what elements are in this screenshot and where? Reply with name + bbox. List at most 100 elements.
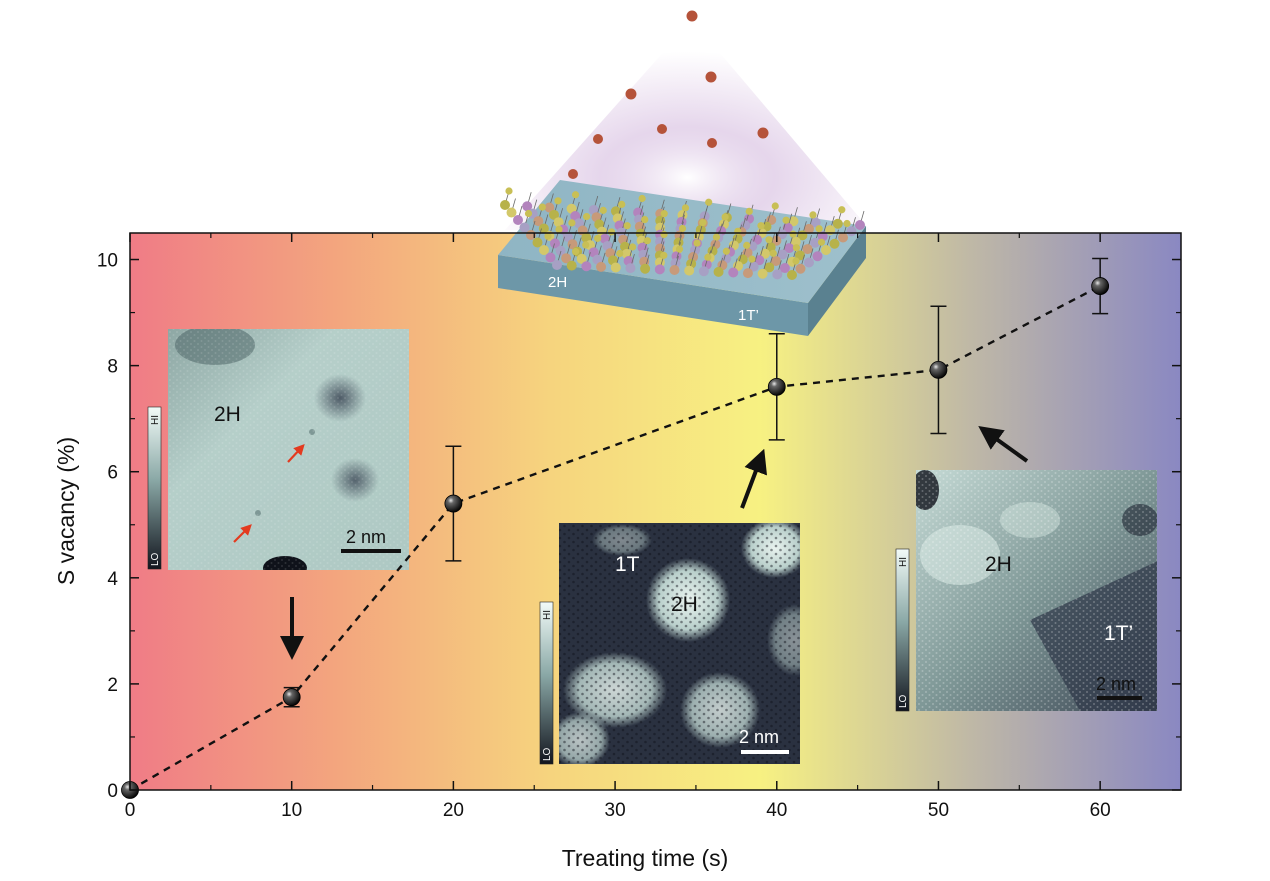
inset-b-scale-bar — [741, 750, 789, 754]
atom — [513, 215, 523, 225]
atom — [640, 263, 651, 274]
stm-inset-2h-1t-prime: 2H 1T’ 2 nm HI LO — [895, 470, 1157, 712]
inset-c-phase-label-1t-prime: 1T’ — [1104, 622, 1133, 645]
atom — [757, 222, 765, 230]
atom — [545, 252, 556, 263]
atom — [722, 247, 730, 255]
atom — [832, 218, 843, 229]
atom — [713, 266, 724, 277]
atom — [675, 245, 684, 253]
atom — [742, 268, 753, 279]
atom — [754, 255, 765, 266]
atom — [699, 219, 707, 227]
inset-c-colorbar-hi: HI — [898, 557, 909, 567]
atom — [804, 223, 814, 234]
sputter-glow — [505, 20, 870, 230]
stm-inset-1t-2h: 1T 2H 2 nm HI LO — [539, 523, 800, 765]
atom — [552, 260, 562, 270]
atom — [757, 268, 768, 279]
atom — [802, 244, 813, 255]
atom — [782, 222, 793, 233]
atom — [555, 225, 563, 233]
atom — [769, 249, 777, 257]
atom — [838, 206, 846, 214]
atom — [625, 263, 636, 274]
inset-c-colorbar-lo: LO — [898, 694, 909, 708]
inset-b-scale-label: 2 nm — [739, 727, 779, 747]
atom — [760, 248, 770, 259]
atom — [533, 216, 544, 227]
atom — [765, 242, 776, 253]
atom — [772, 269, 783, 280]
inset-c-scale-bar — [1097, 696, 1142, 700]
inset-a-colorbar-hi: HI — [150, 415, 161, 425]
atom — [539, 245, 549, 255]
atom — [638, 194, 646, 203]
atom — [623, 222, 631, 230]
atom — [809, 211, 817, 219]
atom — [641, 215, 649, 224]
atom — [583, 212, 591, 221]
atom — [599, 206, 607, 214]
atom — [571, 191, 580, 199]
x-tick-label: 40 — [766, 800, 787, 821]
atom — [567, 239, 578, 250]
substrate-slab-side — [808, 226, 866, 336]
atom — [561, 253, 572, 264]
atom — [765, 236, 773, 244]
atom — [544, 232, 552, 240]
data-layer — [121, 257, 1110, 799]
atom — [681, 204, 690, 212]
series-line — [129, 284, 1101, 792]
atom — [678, 224, 687, 233]
inset-b-phase-label-2h: 2H — [671, 593, 698, 616]
atom — [705, 198, 713, 206]
y-tick-label: 4 — [107, 569, 118, 590]
atom — [795, 263, 806, 274]
atom — [618, 200, 626, 208]
x-tick-label: 20 — [443, 800, 464, 821]
atom — [817, 238, 826, 246]
atom — [660, 210, 668, 218]
atom — [616, 249, 624, 258]
x-tick-label: 30 — [605, 800, 626, 821]
atom — [549, 209, 559, 220]
atom — [500, 200, 510, 210]
data-point — [929, 360, 948, 379]
inset-c-colorbar — [895, 548, 910, 712]
atom — [519, 222, 530, 233]
data-point — [282, 688, 301, 707]
data-point — [444, 494, 463, 513]
inset-b-colorbar — [539, 601, 554, 765]
stm-inset-2h: 2H 2 nm HI LO — [147, 329, 409, 570]
atom-lattice — [500, 187, 865, 280]
sputtered-atoms — [568, 10, 769, 179]
atom — [804, 257, 814, 268]
atom — [538, 223, 549, 234]
pointer-arrow-50s — [978, 426, 1029, 463]
atom — [784, 243, 795, 254]
atom — [568, 219, 576, 227]
atom — [660, 230, 668, 239]
atom — [581, 261, 592, 272]
atom — [554, 197, 562, 205]
inset-a-phase-label: 2H — [214, 403, 241, 426]
atom — [743, 241, 751, 249]
atom — [721, 213, 729, 221]
defect-arrow-1 — [287, 443, 305, 463]
illustration-label-1t-prime: 1T’ — [738, 307, 759, 324]
atom — [846, 226, 857, 237]
atom — [789, 230, 797, 238]
atom — [745, 207, 753, 215]
atom — [855, 220, 865, 230]
defect-arrow-2 — [233, 524, 252, 543]
atom — [698, 266, 709, 277]
atom — [812, 251, 823, 262]
atom — [550, 238, 560, 249]
atom — [748, 255, 756, 263]
atom — [810, 217, 821, 228]
atom — [555, 245, 566, 256]
x-tick-label: 0 — [125, 800, 136, 821]
inset-a-colorbar — [147, 406, 162, 570]
x-tick-label: 50 — [928, 800, 949, 821]
